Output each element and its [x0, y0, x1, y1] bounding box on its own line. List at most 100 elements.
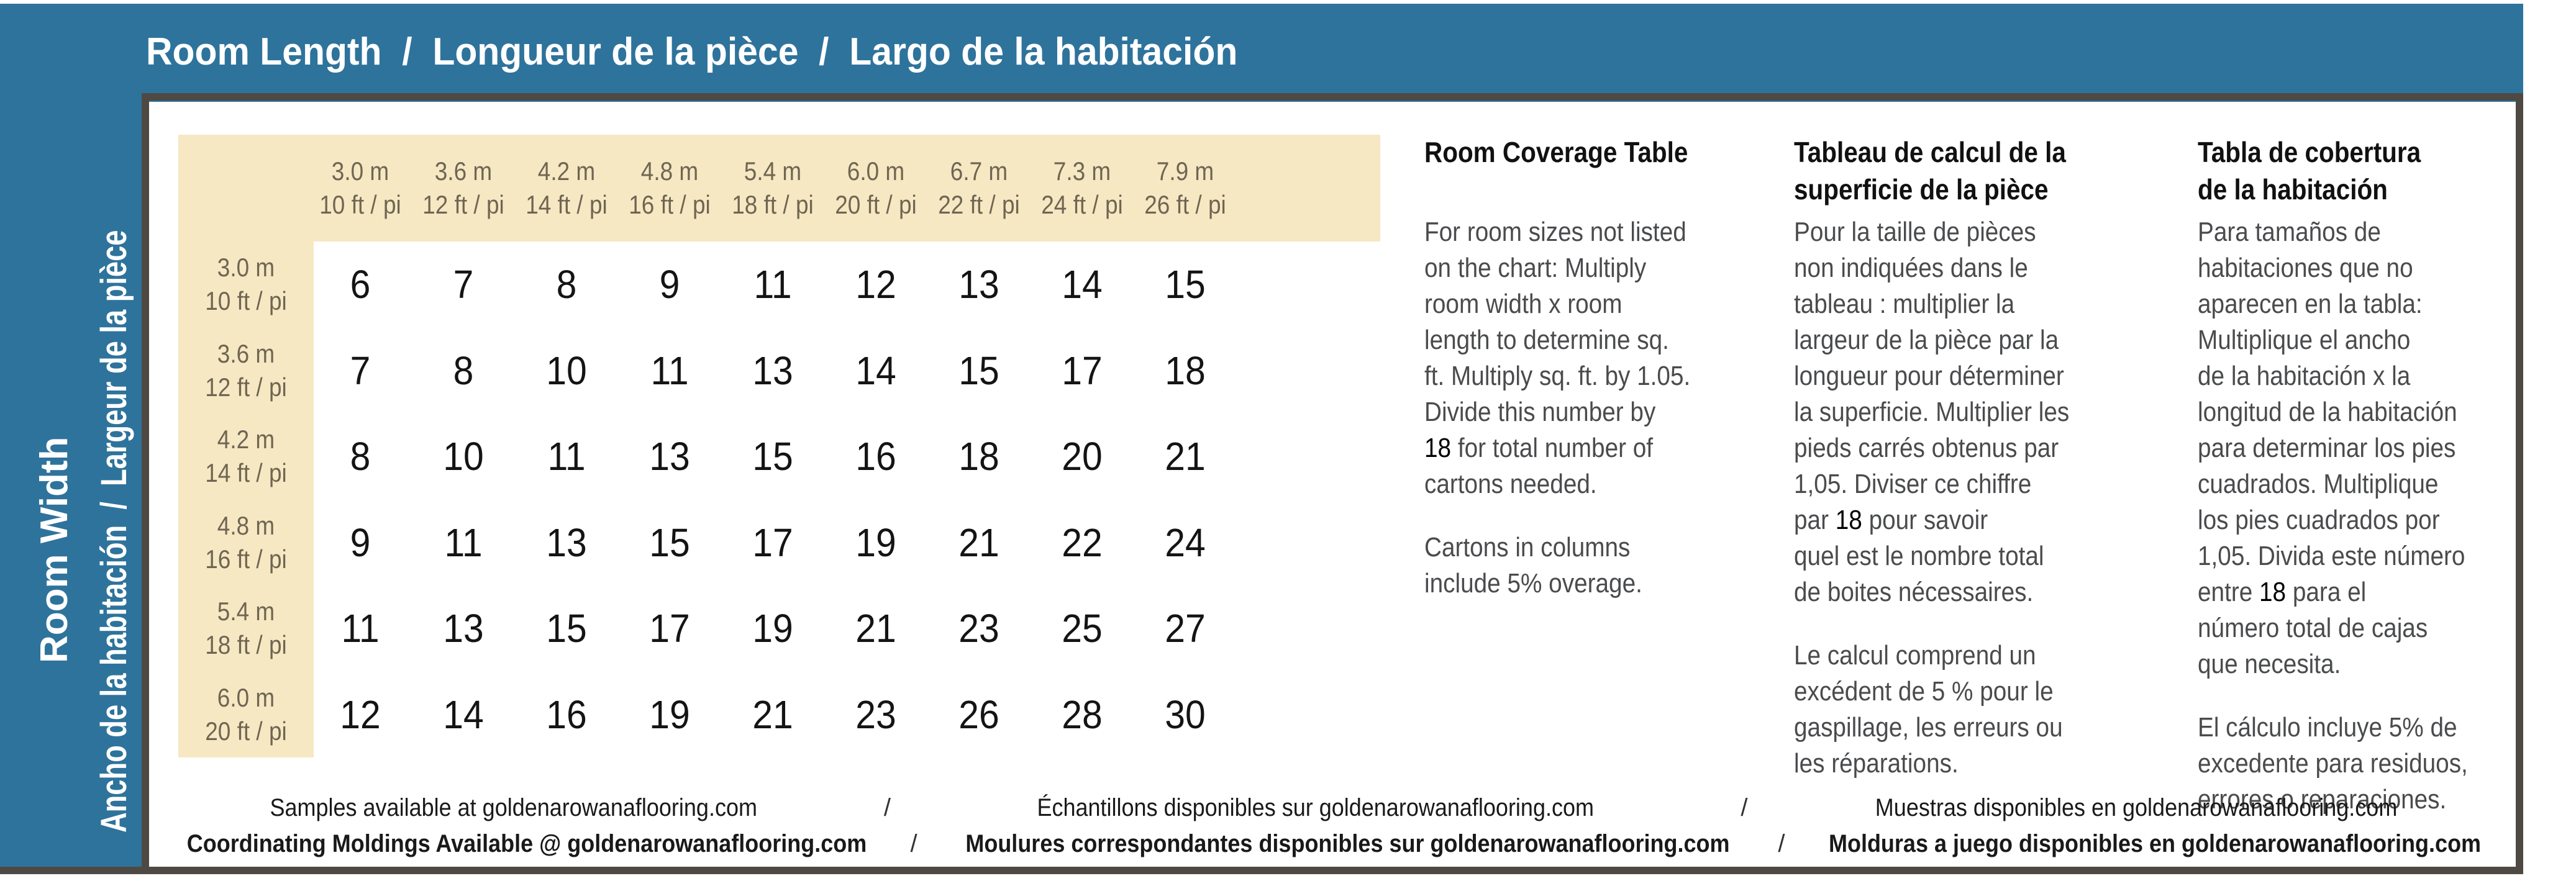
column-header-cell: 4.8 m 16 ft / pi	[629, 156, 711, 219]
table-value-cell: 14	[1062, 262, 1103, 307]
row-header-cell: 3.0 m 10 ft / pi	[205, 253, 287, 316]
table-value-cell: 18	[958, 434, 999, 479]
footer-moldings-fr: Moulures correspondantes disponibles sur…	[965, 829, 1730, 857]
table-row-headers: 3.0 m 10 ft / pi 3.6 m 12 ft / pi 4.2 m 14 ft…	[178, 242, 314, 757]
table-value-cell: 18	[1165, 348, 1206, 393]
table-value-cell: 15	[1165, 262, 1206, 307]
panel-english: Room Coverage Table For room sizes not l…	[1424, 133, 1859, 629]
table-column-header-band	[178, 135, 1380, 242]
column-header-cell: 5.4 m 18 ft / pi	[732, 156, 814, 219]
table-value-cell: 6	[350, 262, 371, 307]
footer-separator: /	[1778, 829, 1785, 857]
table-value-cell: 11	[650, 348, 689, 393]
table-value-cell: 21	[752, 692, 793, 737]
table-value-cell: 11	[444, 520, 483, 565]
footer-moldings-es: Molduras a juego disponibles en goldenar…	[1828, 829, 2482, 857]
room-width-translations-label: Ancho de la habitación / Largeur de la p…	[94, 230, 134, 833]
panel-note-english: Cartons in columns include 5% overage.	[1424, 532, 1642, 599]
row-header-cell: 4.8 m 16 ft / pi	[205, 510, 287, 574]
content-frame	[142, 93, 2523, 874]
table-value-cell: 17	[752, 520, 793, 565]
room-width-label: Room Width	[33, 436, 76, 663]
table-value-cell: 25	[1062, 606, 1103, 651]
table-value-cell: 13	[443, 606, 484, 651]
panel-note-spanish: El cálculo incluye 5% de excedente para …	[2198, 712, 2468, 815]
table-value-cell: 15	[649, 520, 690, 565]
panel-title-spanish: Tabla de cobertura de la habitación	[2198, 136, 2421, 206]
table-value-cell: 15	[546, 606, 587, 651]
table-value-cell: 7	[350, 348, 371, 393]
table-value-cell: 10	[443, 434, 484, 479]
table-value-cell: 21	[855, 606, 896, 651]
row-header-cell: 5.4 m 18 ft / pi	[205, 597, 287, 660]
table-column-headers: 3.0 m 10 ft / pi 3.6 m 12 ft / pi 4.2 m 14 ft…	[309, 135, 1237, 242]
table-value-cell: 21	[1165, 434, 1206, 479]
table-value-cell: 9	[350, 520, 371, 565]
row-header-cell: 4.2 m 14 ft / pi	[205, 425, 287, 488]
column-header-cell: 4.2 m 14 ft / pi	[526, 156, 608, 219]
table-value-cell: 16	[546, 692, 587, 737]
table-value-cell: 14	[855, 348, 896, 393]
table-value-cell: 23	[958, 606, 999, 651]
table-value-cell: 20	[1062, 434, 1103, 479]
table-value-cell: 9	[659, 262, 680, 307]
panel-french: Tableau de calcul de la superficie de la…	[1794, 133, 2229, 809]
table-value-cell: 30	[1165, 692, 1206, 737]
panel-instructions-english: For room sizes not listed on the chart: …	[1424, 217, 1691, 499]
column-header-cell: 3.6 m 12 ft / pi	[422, 156, 504, 219]
room-length-label: Room Length / Longueur de la pièce / Lar…	[146, 30, 1238, 74]
table-value-cell: 19	[752, 606, 793, 651]
table-value-cell: 17	[1062, 348, 1103, 393]
table-value-cell: 10	[546, 348, 587, 393]
table-value-cell: 13	[752, 348, 793, 393]
footer-separator: /	[883, 793, 891, 821]
panel-note-french: Le calcul comprend un excédent de 5 % po…	[1794, 640, 2063, 779]
table-value-cell: 21	[958, 520, 999, 565]
footer-samples-en: Samples available at goldenarowanafloori…	[270, 793, 757, 821]
table-value-cell: 11	[341, 606, 380, 651]
row-header-cell: 3.6 m 12 ft / pi	[205, 338, 287, 402]
room-length-header-bar: Room Length / Longueur de la pièce / Lar…	[0, 4, 2523, 102]
footer-samples-fr: Échantillons disponibles sur goldenarowa…	[1037, 793, 1595, 821]
table-value-cell: 8	[350, 434, 371, 479]
column-header-cell: 7.3 m 24 ft / pi	[1041, 156, 1123, 219]
table-row-header-band	[178, 135, 314, 757]
table-value-cell: 26	[958, 692, 999, 737]
column-header-cell: 6.0 m 20 ft / pi	[835, 156, 917, 219]
bottom-border-strip	[0, 867, 149, 874]
column-header-cell: 3.0 m 10 ft / pi	[319, 156, 401, 219]
table-value-cell: 27	[1165, 606, 1206, 651]
table-value-cell: 12	[855, 262, 896, 307]
room-width-sidebar: Room Width Ancho de la habitación / Larg…	[0, 4, 144, 867]
footer-separator: /	[1741, 793, 1748, 821]
panel-spanish: Tabla de cobertura de la habitación Para…	[2198, 133, 2570, 845]
table-value-cell: 16	[855, 434, 896, 479]
panel-instructions-spanish: Para tamaños de habitaciones que no apar…	[2198, 217, 2465, 679]
table-value-cell: 22	[1062, 520, 1103, 565]
table-value-cell: 28	[1062, 692, 1103, 737]
footer-samples-es: Muestras disponibles en goldenarowanaflo…	[1875, 793, 2398, 821]
footer-line-moldings: Coordinating Moldings Available @ golden…	[149, 826, 2519, 862]
footer-line-samples: Samples available at goldenarowanafloori…	[149, 790, 2519, 826]
table-value-cell: 8	[453, 348, 474, 393]
column-header-cell: 7.9 m 26 ft / pi	[1144, 156, 1226, 219]
table-value-cell: 15	[958, 348, 999, 393]
row-header-cell: 6.0 m 20 ft / pi	[205, 682, 287, 746]
table-value-cell: 11	[753, 262, 792, 307]
table-values-grid: 6 7 8 9 11 12 13 14 15 7 8 10 11 13 14 15 17 18 8 10 11 13 15 1…	[309, 242, 1237, 757]
table-value-cell: 13	[958, 262, 999, 307]
footer: Samples available at goldenarowanafloori…	[149, 790, 2519, 862]
footer-moldings-en: Coordinating Moldings Available @ golden…	[186, 829, 867, 857]
table-value-cell: 23	[855, 692, 896, 737]
table-value-cell: 17	[649, 606, 690, 651]
table-value-cell: 14	[443, 692, 484, 737]
table-value-cell: 19	[855, 520, 896, 565]
column-header-cell: 6.7 m 22 ft / pi	[938, 156, 1020, 219]
table-value-cell: 19	[649, 692, 690, 737]
table-value-cell: 7	[453, 262, 474, 307]
table-value-cell: 8	[556, 262, 577, 307]
panel-instructions-french: Pour la taille de pièces non indiquées d…	[1794, 217, 2070, 607]
table-value-cell: 24	[1165, 520, 1206, 565]
table-value-cell: 13	[546, 520, 587, 565]
